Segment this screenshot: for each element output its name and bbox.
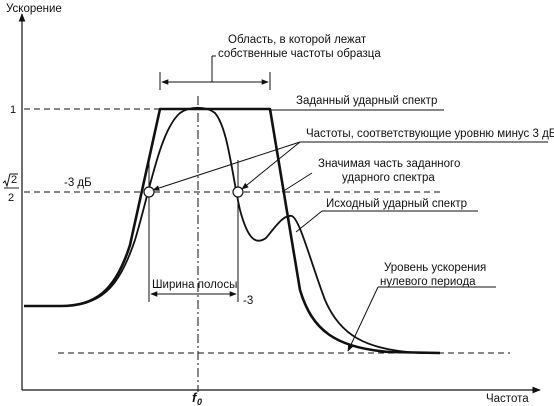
original-spectrum-label: Исходный ударный спектр [326,198,467,210]
given-spectrum-label: Заданный ударный спектр [296,95,437,107]
zero-period-leader [347,286,379,352]
minus3-point-right [232,186,244,198]
original-spectrum-curve [59,106,440,354]
tick-one: 1 [10,104,16,116]
x-axis-label: Частота [486,393,529,405]
region-label-line1: Область, в которой лежат [228,34,367,46]
f0-symbol: f [192,390,198,405]
minus3-freq-leader-right [241,141,301,190]
tick-sqrt-denominator: 2 [8,192,14,204]
f0-subscript: 0 [197,397,202,406]
tick-sqrt2-over-2: 2 2 [2,173,19,204]
significant-part-leader [281,172,313,193]
minus3-db-label: -3 дБ [64,177,92,189]
minus3-point-left [143,186,155,198]
region-label-line2: собственные частоты образца [218,48,381,60]
minus3-frequencies-label: Частоты, соответствующие уровню минус 3 … [306,128,554,140]
y-axis-label: Ускорение [6,3,62,15]
original-spectrum-leader [295,210,323,233]
significant-part-label-line2: ударного спектра [342,172,435,184]
f0-label: f 0 [192,390,202,406]
minus3-label: -3 [243,295,253,307]
tick-sqrt-numerator: 2 [11,174,17,186]
bandwidth-label: Ширина полосы [152,279,237,291]
zero-period-label-line1: Уровень ускорения [384,262,486,274]
minus3-freq-leader-left [152,141,301,191]
given-spectrum-curve [24,107,441,355]
zero-period-label-line2: нулевого периода [380,276,476,288]
significant-part-label-line1: Значимая часть заданного [318,158,460,170]
